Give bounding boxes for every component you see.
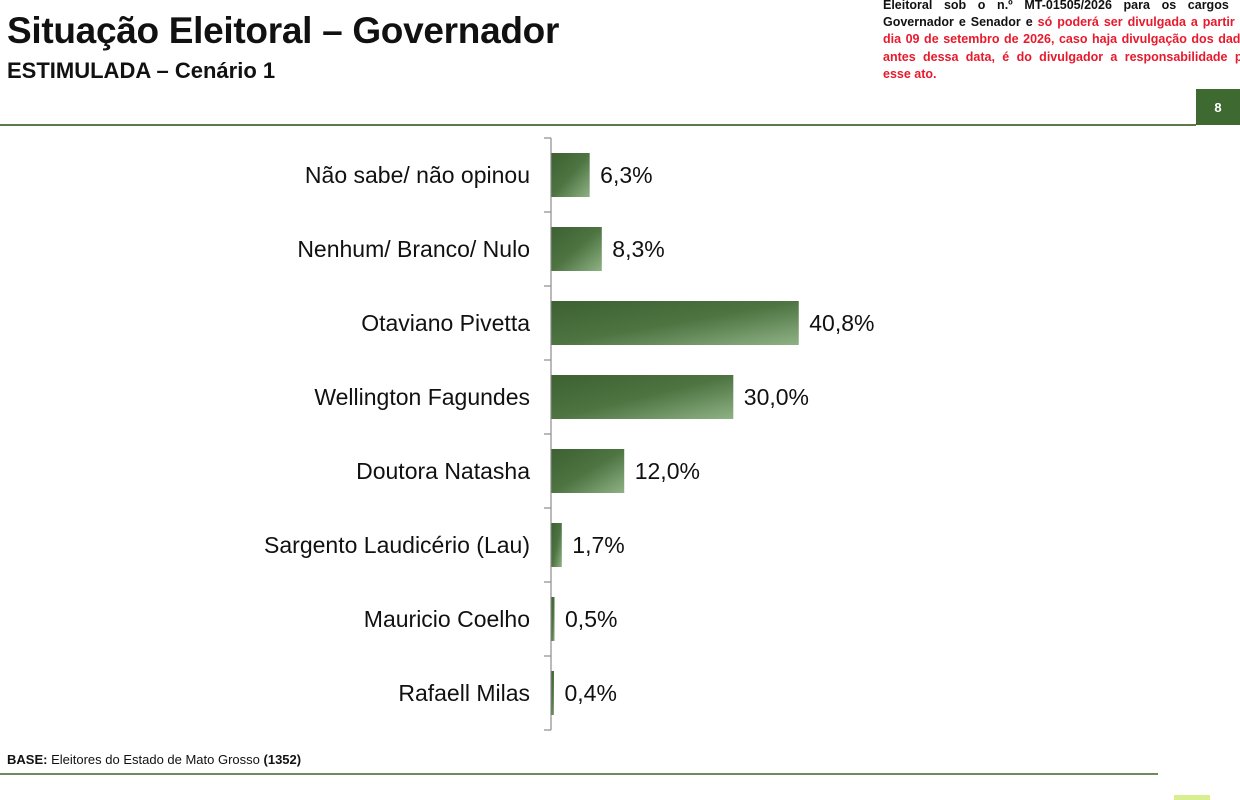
data-label: 12,0% [635,458,700,484]
bar [551,375,734,419]
base-note: BASE: Eleitores do Estado de Mato Grosso… [7,752,301,767]
bar [551,523,562,567]
data-label: 0,4% [565,680,617,706]
header-divider [0,124,1196,126]
category-label: Otaviano Pivetta [361,310,530,336]
notice-text-red-2: partir do dia 09 de setembro de 2026, ca… [883,15,1240,81]
page-number-badge: 8 [1196,89,1240,125]
category-label: Nenhum/ Branco/ Nulo [297,236,530,262]
data-label: 8,3% [612,236,664,262]
data-label: 0,5% [565,606,617,632]
data-label: 1,7% [572,532,624,558]
notice-text-1: Eleitoral sob o n.º MT-01505/2026 para o… [883,0,1240,12]
bar [551,671,554,715]
notice-text-2: Governador e Senador e [883,15,1038,30]
base-text: Eleitores do Estado de Mato Grosso [47,752,264,767]
data-label: 40,8% [809,310,874,336]
legal-notice: Eleitoral sob o n.º MT-01505/2026 para o… [883,0,1240,86]
bar-chart: Não sabe/ não opinou 6,3% Nenhum/ Branco/ … [264,137,874,731]
category-label: Wellington Fagundes [314,384,530,410]
data-label: 30,0% [744,384,809,410]
notice-text-red-1: só poderá ser divulgada a [1037,15,1198,30]
page-number: 8 [1214,99,1222,115]
bar [551,597,555,641]
bar [551,227,602,271]
category-label: Sargento Laudicério (Lau) [264,532,530,558]
bar [551,153,590,197]
footer-divider [0,773,1158,775]
corner-accent [1174,795,1210,800]
data-label: 6,3% [600,162,652,188]
page-subtitle: ESTIMULADA – Cenário 1 [7,58,276,83]
base-label: BASE: [7,752,48,767]
bar [551,449,625,493]
category-label: Doutora Natasha [356,458,530,484]
category-label: Não sabe/ não opinou [305,162,530,188]
page-title: Situação Eleitoral – Governador [7,10,560,51]
bar [551,301,799,345]
category-label: Mauricio Coelho [364,606,530,632]
base-count: (1352) [263,752,302,767]
category-label: Rafaell Milas [398,680,530,706]
